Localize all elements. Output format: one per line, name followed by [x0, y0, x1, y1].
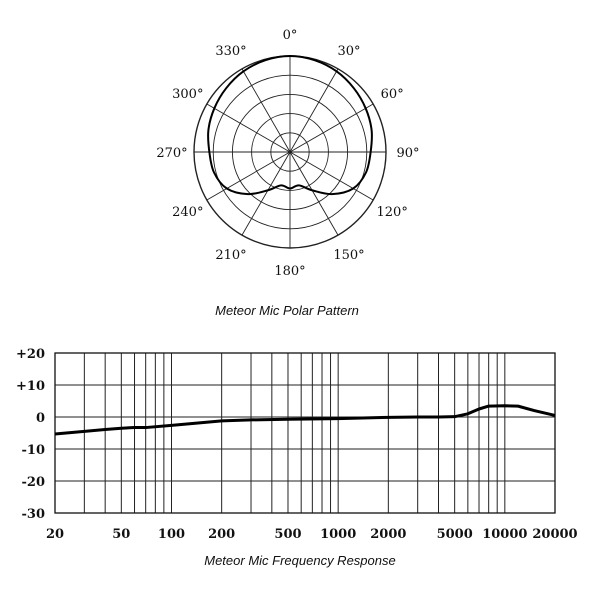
frequency-y-tick-labels: +20 +10 0 -10 -20 -30: [16, 347, 45, 522]
polar-angle-label: 60°: [381, 87, 404, 102]
polar-angle-label: 300°: [172, 87, 203, 102]
polar-angle-label: 330°: [215, 44, 246, 59]
freq-x-tick-label: 10000: [482, 527, 527, 542]
polar-spoke: [206, 103, 291, 153]
polar-spoke: [289, 68, 339, 153]
polar-angle-label: 240°: [172, 205, 203, 220]
freq-y-tick-label: +20: [16, 347, 45, 362]
polar-spoke: [289, 103, 374, 153]
polar-angle-label: 120°: [377, 205, 408, 220]
freq-y-tick-label: +10: [16, 379, 45, 394]
frequency-response-curve: [54, 404, 556, 436]
freq-x-tick-label: 2000: [370, 527, 406, 542]
polar-spoke: [289, 151, 339, 236]
polar-angle-label: 0°: [283, 28, 298, 43]
polar-angle-label: 210°: [215, 248, 246, 263]
polar-angle-label: 180°: [274, 264, 305, 279]
frequency-response-chart: +20 +10 0 -10 -20 -30 20 50 100 200 500 1000 2000 50…: [16, 347, 578, 568]
polar-spoke: [289, 151, 374, 201]
polar-angle-label: 30°: [337, 44, 360, 59]
polar-grid: [193, 55, 387, 249]
polar-spoke: [241, 151, 291, 236]
freq-x-tick-label: 100: [158, 527, 185, 542]
freq-x-tick-label: 500: [274, 527, 301, 542]
polar-chart-title: Meteor Mic Polar Pattern: [215, 303, 359, 318]
polar-angle-label: 90°: [396, 146, 419, 161]
freq-x-tick-label: 1000: [320, 527, 356, 542]
polar-angle-label: 270°: [156, 146, 187, 161]
freq-x-tick-label: 200: [208, 527, 235, 542]
polar-spoke: [206, 151, 291, 201]
polar-pattern-chart: 0° 30° 60° 90° 120° 150° 180° 210° 240° 270° 300° 3…: [156, 28, 419, 318]
freq-x-tick-label: 5000: [437, 527, 473, 542]
frequency-x-tick-labels: 20 50 100 200 500 1000 2000 5000 10000 20000: [46, 527, 578, 542]
freq-y-tick-label: -30: [22, 507, 46, 522]
freq-x-tick-label: 20: [46, 527, 64, 542]
polar-angle-label: 150°: [333, 248, 364, 263]
frequency-grid: [54, 352, 556, 514]
frequency-chart-title: Meteor Mic Frequency Response: [204, 553, 395, 568]
freq-y-tick-label: -20: [22, 475, 46, 490]
polar-angle-labels: 0° 30° 60° 90° 120° 150° 180° 210° 240° 270° 300° 3…: [156, 28, 419, 279]
freq-plot-frame: [54, 352, 556, 514]
freq-x-tick-label: 50: [112, 527, 130, 542]
freq-y-tick-label: -10: [22, 443, 46, 458]
polar-spoke: [241, 68, 291, 153]
freq-y-tick-label: 0: [36, 411, 45, 426]
freq-x-tick-label: 20000: [532, 527, 577, 542]
polar-pattern-curve: [207, 54, 373, 196]
